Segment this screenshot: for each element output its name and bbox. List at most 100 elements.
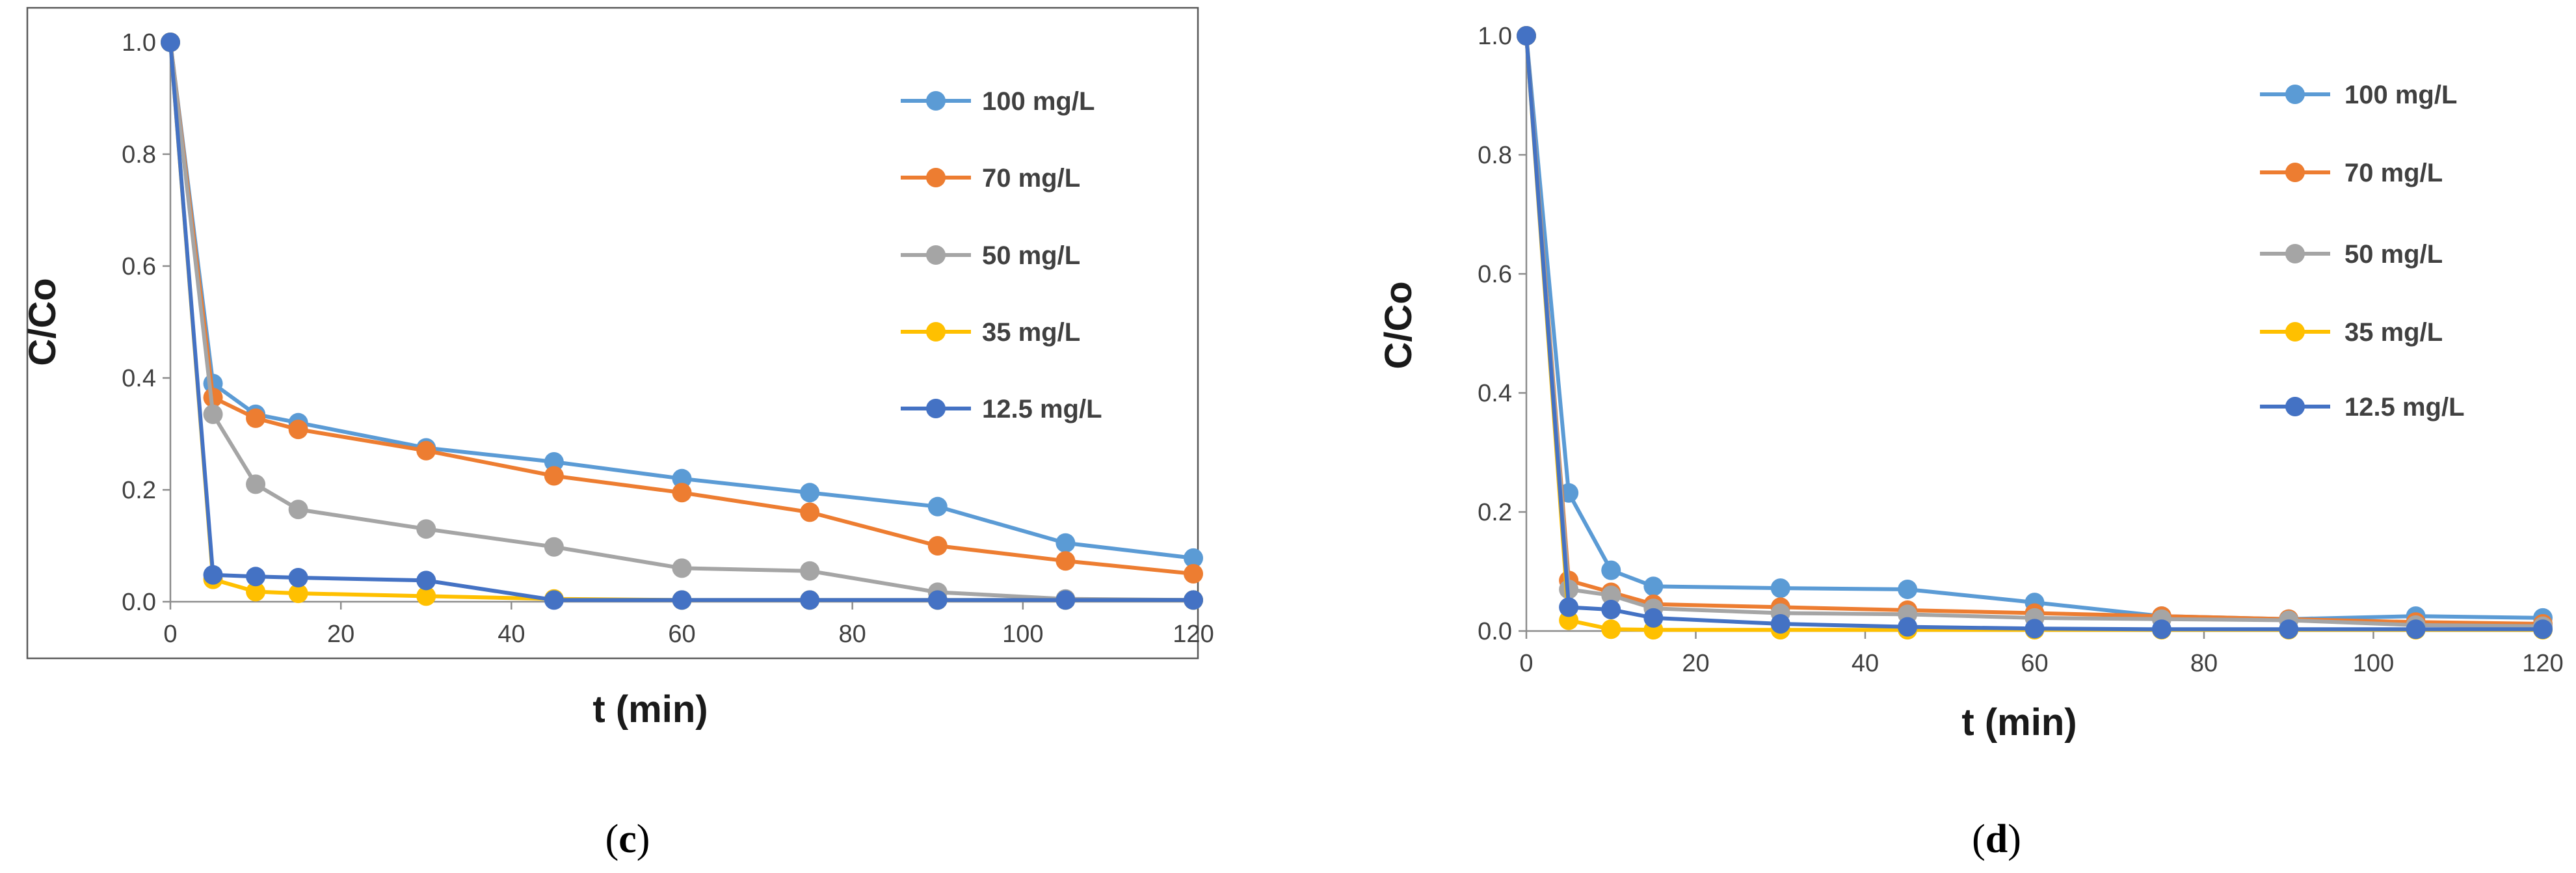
data-point [672, 558, 692, 578]
y-tick-label: 0.8 [122, 141, 156, 168]
x-axis-title: t (min) [592, 688, 708, 731]
x-tick-label: 80 [2190, 650, 2218, 677]
legend-label: 100 mg/L [2344, 81, 2457, 109]
data-point [800, 590, 820, 610]
data-point [2025, 619, 2045, 639]
data-point [1898, 579, 1918, 599]
data-point [1184, 564, 1203, 584]
legend-label: 50 mg/L [982, 241, 1080, 270]
data-point [1770, 578, 1790, 598]
x-tick-label: 120 [2522, 650, 2563, 677]
legend-marker [926, 168, 946, 187]
legend-marker [2285, 163, 2305, 182]
data-point [1056, 590, 1076, 610]
legend-label: 35 mg/L [982, 318, 1080, 347]
data-point [161, 33, 180, 52]
x-tick-label: 60 [668, 621, 695, 648]
data-point [1601, 600, 1621, 620]
legend-label: 70 mg/L [2344, 159, 2443, 187]
y-axis-title: C/Co [1377, 281, 1420, 369]
legend-marker [2285, 322, 2305, 342]
panel-caption-letter: c [618, 817, 637, 861]
data-point [288, 568, 308, 588]
data-point [2151, 619, 2171, 639]
x-tick-label: 20 [327, 621, 354, 648]
data-point [246, 408, 266, 428]
data-point [927, 590, 948, 610]
x-tick-label: 60 [2021, 650, 2048, 677]
data-point [1184, 590, 1203, 610]
legend-marker [2285, 85, 2305, 104]
y-tick-label: 0.8 [1478, 142, 1512, 169]
y-tick-label: 0.2 [1478, 499, 1512, 526]
legend-label: 100 mg/L [982, 87, 1095, 116]
data-point [1517, 26, 1536, 46]
x-tick-label: 100 [2353, 650, 2394, 677]
legend-marker [926, 399, 946, 418]
legend-label: 70 mg/L [982, 164, 1080, 193]
data-point [544, 466, 564, 486]
panel-d: 0.0 0.2 0.4 0.6 0.8 1.0 0 20 40 60 80 100 120 t (min)… [1377, 23, 2564, 861]
x-tick-label: 0 [1519, 650, 1533, 677]
data-point [544, 452, 564, 472]
data-point [1559, 597, 1579, 617]
chart-frame [26, 7, 1199, 660]
data-point [2406, 619, 2426, 639]
legend-label: 12.5 mg/L [982, 395, 1102, 423]
data-point [2533, 619, 2553, 639]
x-tick-label: 100 [1002, 621, 1043, 648]
data-point [672, 590, 692, 610]
data-point [416, 519, 436, 539]
data-point [1898, 617, 1918, 637]
data-point [672, 468, 692, 489]
y-tick-label: 0.4 [122, 365, 156, 392]
data-point [927, 496, 948, 517]
y-tick-label: 0.2 [122, 477, 156, 504]
data-point [246, 582, 266, 602]
data-point [1601, 619, 1621, 639]
legend-label: 12.5 mg/L [2344, 393, 2465, 422]
legend-marker [926, 322, 946, 342]
data-point [1184, 548, 1203, 568]
data-point [544, 590, 564, 610]
data-point [203, 404, 223, 424]
data-point [544, 537, 564, 557]
panel-caption: (c) [605, 817, 650, 861]
data-point [288, 584, 308, 604]
data-point [246, 567, 266, 587]
legend-marker [926, 245, 946, 265]
data-point [1643, 608, 1664, 628]
y-tick-label: 0.4 [1478, 380, 1512, 407]
x-tick-label: 80 [839, 621, 866, 648]
x-tick-label: 40 [498, 621, 525, 648]
x-axis-title: t (min) [1961, 701, 2077, 744]
x-tick-label: 120 [1173, 621, 1214, 648]
data-point [927, 536, 948, 556]
panel-caption-letter: d [1985, 817, 2008, 861]
y-tick-label: 1.0 [1478, 23, 1512, 50]
data-point [246, 474, 266, 494]
data-point [288, 500, 308, 520]
legend-label: 50 mg/L [2344, 240, 2443, 269]
panel-c: 0.0 0.2 0.4 0.6 0.8 1.0 0 20 40 60 80 100 120 t (min)… [21, 7, 1214, 861]
data-point [800, 483, 820, 503]
data-point [800, 502, 820, 522]
y-axis-title: C/Co [21, 278, 64, 366]
data-point [288, 420, 308, 440]
data-point [2279, 619, 2299, 639]
panel-caption: (d) [1972, 817, 2021, 861]
data-point [1601, 560, 1621, 580]
data-point [203, 565, 223, 585]
legend-marker [2285, 244, 2305, 263]
data-point [1056, 533, 1076, 553]
x-tick-label: 40 [1852, 650, 1879, 677]
data-point [1643, 576, 1664, 597]
legend-label: 35 mg/L [2344, 318, 2443, 347]
data-point [416, 571, 436, 591]
y-tick-label: 1.0 [122, 29, 156, 57]
data-point [1056, 551, 1076, 571]
data-point [416, 440, 436, 461]
x-tick-label: 0 [163, 621, 177, 648]
data-point [672, 483, 692, 503]
